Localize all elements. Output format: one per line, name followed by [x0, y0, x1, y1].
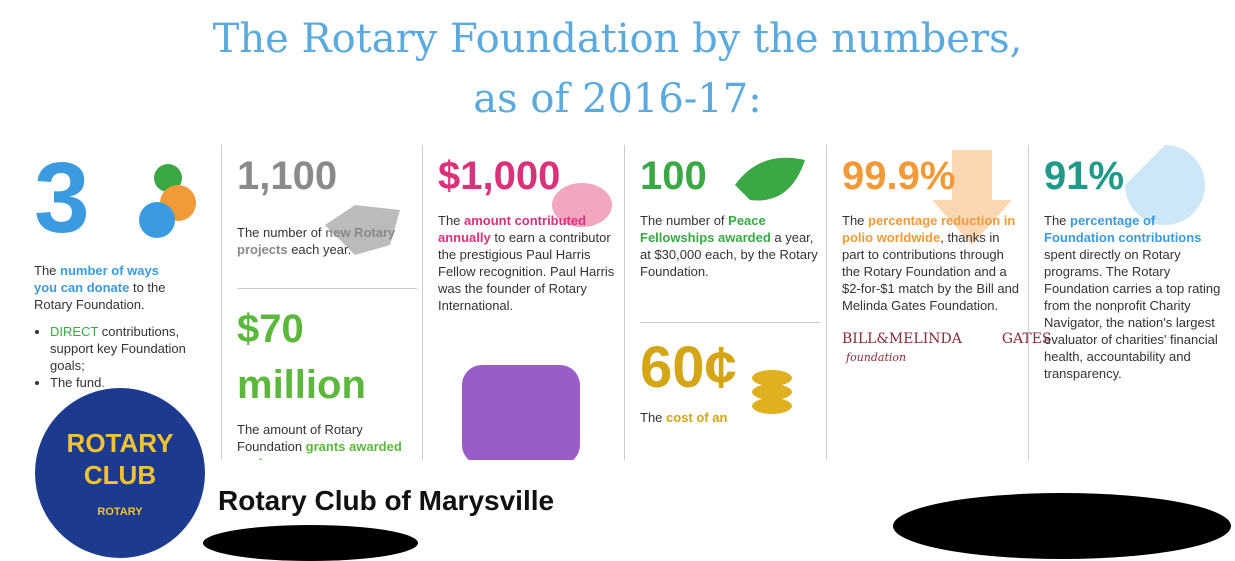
- redaction: [893, 493, 1231, 559]
- text-run: each year.: [287, 242, 352, 257]
- icons: [139, 145, 1205, 460]
- text-run: The: [34, 263, 61, 278]
- stat-number: 1,100: [237, 154, 338, 198]
- avatar-text: CLUB: [83, 460, 157, 490]
- avatar-text: ROTARY: [66, 428, 174, 458]
- column: $1,000 The amount contributed annually to…: [438, 148, 618, 314]
- column: 100 The number of Peace Fellowships award…: [640, 148, 820, 426]
- avatar-text: ROTARY: [97, 506, 143, 518]
- bullet-list: DIRECT contributions, support key Founda…: [34, 323, 214, 391]
- text-run: The number of: [237, 225, 326, 240]
- text-run: .: [297, 456, 301, 460]
- stat-number: $1,000: [438, 154, 561, 198]
- stat-text: The number of ways you can donate to the…: [34, 262, 184, 313]
- column: 91% The percentage of Foundation contribu…: [1044, 148, 1224, 382]
- avatar: ROTARY CLUB ROTARY: [32, 385, 208, 561]
- text-run: The: [438, 213, 465, 228]
- stat-number: $70 million: [237, 307, 366, 407]
- column-separator: [826, 145, 827, 460]
- logo-text: GATES: [1001, 331, 1052, 347]
- logo-text: BILL&MELINDA: [842, 331, 962, 347]
- text-run: cost of an: [666, 410, 728, 425]
- bullet: DIRECT contributions, support key Founda…: [50, 323, 214, 374]
- arrow-icon: [932, 150, 1012, 245]
- stat-number: 99.9%: [842, 154, 956, 198]
- stat-text: The percentage of Foundation contributio…: [1044, 212, 1224, 382]
- column: 3 The number of ways you can donate to th…: [34, 148, 214, 391]
- stat-text: The cost of an: [640, 409, 820, 426]
- section-rule: [640, 322, 820, 323]
- logo-text: foundation: [846, 351, 907, 364]
- coins-icon: [752, 370, 792, 414]
- dot-icon: [139, 202, 175, 238]
- column-separator: [624, 145, 625, 460]
- text-run: grants awarded each year: [237, 439, 402, 460]
- text-run: The fund,: [50, 375, 105, 390]
- section-rule: [237, 288, 417, 289]
- stat-number: 91%: [1044, 154, 1125, 198]
- dot-icon: [154, 164, 182, 192]
- column: 99.9% The percentage reduction in polio w…: [842, 148, 1052, 367]
- text-run: new Rotary projects: [237, 225, 396, 257]
- bullet: The fund,: [50, 374, 214, 391]
- redaction: [203, 525, 418, 561]
- text-run: to earn a contributor the prestigious Pa…: [438, 230, 615, 313]
- leaf-icon: [735, 157, 805, 201]
- pie-icon: [1125, 145, 1205, 225]
- text-run: The: [842, 213, 869, 228]
- text-run: a year, at $30,000 each, by the Rotary F…: [640, 230, 818, 279]
- column: 1,100 The number of new Rotary projects e…: [237, 148, 417, 460]
- piggy-icon: [552, 183, 612, 227]
- stat-text: The percentage reduction in polio worldw…: [842, 212, 1022, 314]
- handshake-icon: [325, 205, 400, 255]
- text-run: The number of: [640, 213, 729, 228]
- text-run: amount contributed annually: [438, 213, 587, 245]
- text-run: to the Rotary Foundation.: [34, 280, 166, 312]
- stat-number: 60¢: [640, 335, 737, 400]
- cover-image: The Rotary Foundation by the numbers, as…: [0, 0, 1235, 460]
- column-separator: [422, 145, 423, 460]
- stat-text: The amount of Rotary Foundation grants a…: [237, 421, 417, 460]
- stat-text: The number of Peace Fellowships awarded …: [640, 212, 820, 280]
- stat-number: 100: [640, 154, 707, 198]
- text-run: The amount of Rotary Foundation: [237, 422, 363, 454]
- title-line: The Rotary Foundation by the numbers,: [212, 16, 1023, 62]
- text-run: percentage of Foundation contributions: [1044, 213, 1202, 245]
- text-run: The: [1044, 213, 1071, 228]
- text-run: percentage reduction in polio worldwide: [842, 213, 1016, 245]
- text-run: DIRECT: [50, 324, 99, 339]
- page-name[interactable]: Rotary Club of Marysville: [218, 485, 555, 516]
- text-run: number of ways you can donate: [34, 263, 159, 295]
- text-run: The: [640, 410, 667, 425]
- column-separator: [1028, 145, 1029, 460]
- text-run: Peace Fellowships awarded: [640, 213, 771, 245]
- hand-icon: [462, 365, 580, 460]
- stat-text: The amount contributed annually to earn …: [438, 212, 618, 314]
- column-separator: [221, 145, 222, 460]
- stat-text: The number of new Rotary projects each y…: [237, 224, 417, 258]
- text-run: , thanks in part to contributions throug…: [842, 230, 1020, 313]
- text-run: contributions, support key Foundation go…: [50, 324, 186, 373]
- stat-number: 3: [34, 142, 90, 254]
- text-run: spent directly on Rotary programs. The R…: [1044, 247, 1221, 381]
- logo: BILL&MELINDA GATES foundation: [842, 330, 1052, 367]
- title-line: as of 2016-17:: [473, 76, 762, 122]
